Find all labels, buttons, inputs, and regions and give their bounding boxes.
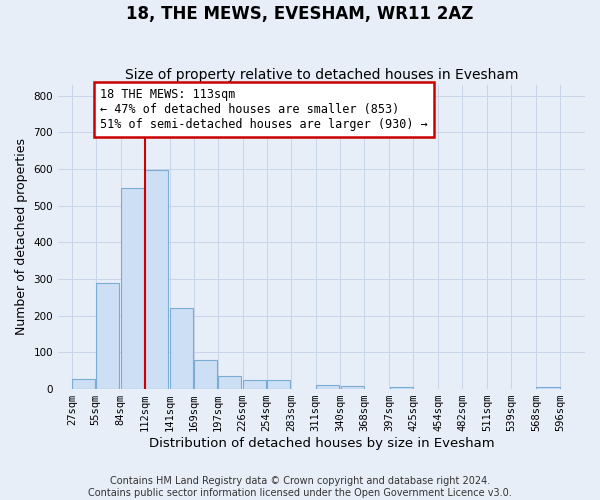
Text: 18, THE MEWS, EVESHAM, WR11 2AZ: 18, THE MEWS, EVESHAM, WR11 2AZ — [127, 5, 473, 23]
Bar — [218, 376, 241, 389]
Y-axis label: Number of detached properties: Number of detached properties — [15, 138, 28, 336]
Bar — [96, 283, 119, 389]
Text: 18 THE MEWS: 113sqm
← 47% of detached houses are smaller (853)
51% of semi-detac: 18 THE MEWS: 113sqm ← 47% of detached ho… — [100, 88, 428, 131]
Bar — [389, 387, 413, 389]
Bar — [243, 380, 266, 389]
Bar — [170, 308, 193, 389]
Bar — [316, 386, 339, 389]
Bar — [536, 387, 560, 389]
Bar — [194, 360, 217, 389]
Title: Size of property relative to detached houses in Evesham: Size of property relative to detached ho… — [125, 68, 518, 82]
Bar — [267, 380, 290, 389]
Bar — [341, 386, 364, 389]
X-axis label: Distribution of detached houses by size in Evesham: Distribution of detached houses by size … — [149, 437, 494, 450]
Bar — [72, 379, 95, 389]
Bar — [145, 170, 169, 389]
Bar — [121, 188, 145, 389]
Text: Contains HM Land Registry data © Crown copyright and database right 2024.
Contai: Contains HM Land Registry data © Crown c… — [88, 476, 512, 498]
